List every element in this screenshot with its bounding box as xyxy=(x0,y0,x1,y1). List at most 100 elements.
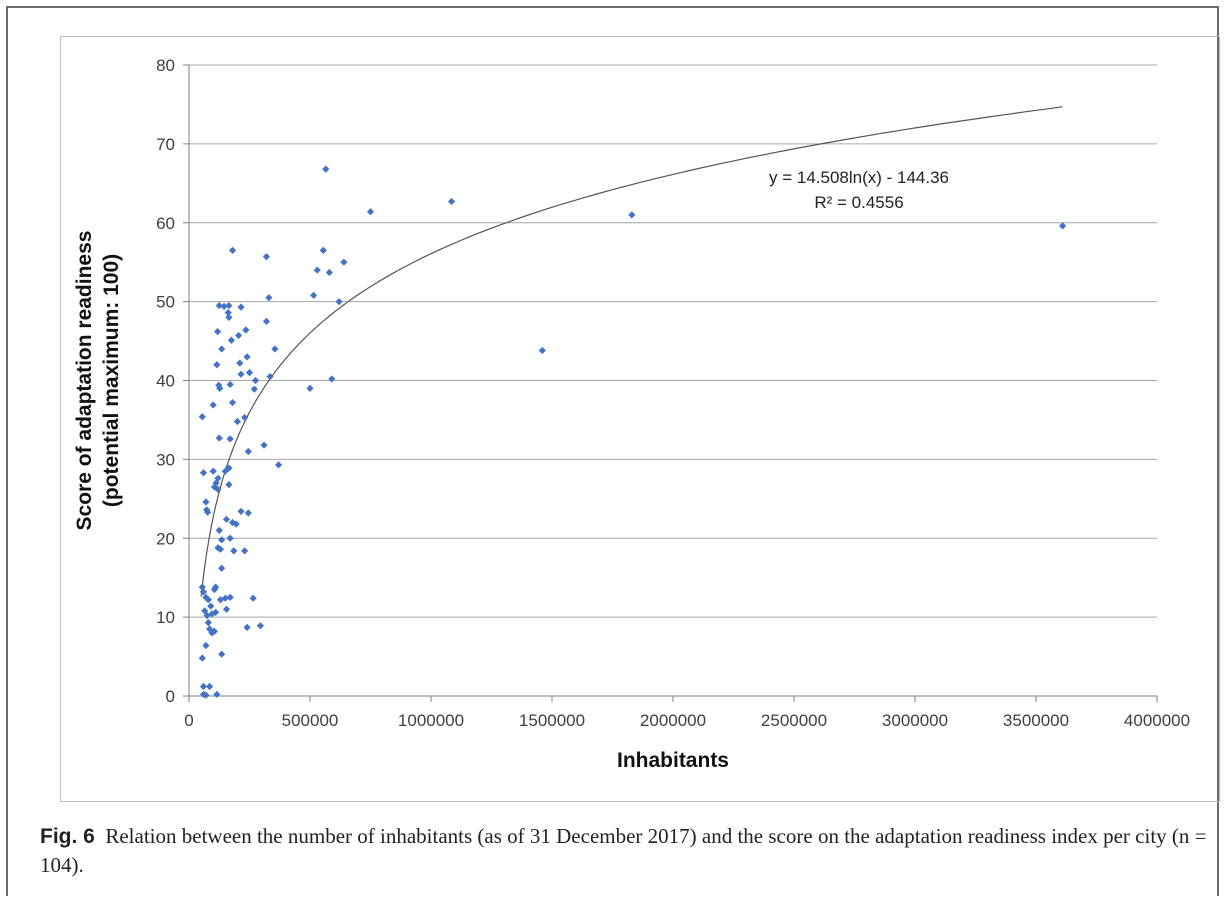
data-point xyxy=(212,479,220,487)
data-point xyxy=(225,464,233,472)
axes: 0 10 20 30 40 50 60 70 80 0 500000 1000000 1500000 20… xyxy=(156,56,1190,730)
data-point xyxy=(233,417,241,426)
figure-caption: Fig. 6 Relation between the number of in… xyxy=(40,822,1212,880)
data-point xyxy=(208,629,216,637)
data-point xyxy=(236,359,244,367)
data-point xyxy=(244,447,252,456)
data-point xyxy=(202,641,210,650)
data-point xyxy=(241,413,249,422)
data-point xyxy=(213,327,222,336)
data-point xyxy=(266,372,274,381)
data-point xyxy=(237,303,245,311)
data-point xyxy=(244,509,252,517)
data-point xyxy=(214,485,222,493)
data-point xyxy=(198,654,206,662)
data-point xyxy=(213,690,221,699)
y-axis-title-line-2: (potential maximum: 100) xyxy=(100,254,123,507)
data-point xyxy=(215,434,223,442)
y-tick-label: 0 xyxy=(166,687,175,706)
data-point xyxy=(262,253,271,261)
data-point xyxy=(210,627,219,635)
figure-frame: 0 10 20 30 40 50 60 70 80 0 500000 1000000 1500000 20… xyxy=(6,6,1220,896)
data-point xyxy=(325,268,333,277)
data-point xyxy=(249,594,257,602)
data-point xyxy=(242,326,250,334)
chart-labels: y = 14.508ln(x) - 144.36 R² = 0.4556 Inh… xyxy=(73,168,949,772)
data-point xyxy=(225,301,233,310)
data-point xyxy=(245,369,254,377)
data-points xyxy=(198,165,1067,699)
data-point xyxy=(274,461,283,469)
scatter-chart: 0 10 20 30 40 50 60 70 80 0 500000 1000000 1500000 20… xyxy=(73,56,1190,772)
data-point xyxy=(202,498,210,506)
y-tick-label: 80 xyxy=(156,56,175,75)
data-point xyxy=(328,375,336,383)
trendline-r2: R² = 0.4556 xyxy=(814,193,903,212)
data-point xyxy=(335,298,343,306)
data-point xyxy=(243,353,251,361)
y-tick-label: 40 xyxy=(156,372,175,391)
x-tick-label: 500000 xyxy=(282,711,339,730)
data-point xyxy=(213,361,221,369)
data-point xyxy=(226,593,234,602)
y-tick-label: 30 xyxy=(156,450,175,469)
data-point xyxy=(538,346,546,355)
data-point xyxy=(198,413,206,421)
x-tick-label: 4000000 xyxy=(1124,711,1190,730)
data-point xyxy=(306,384,314,392)
y-tick-label: 50 xyxy=(156,293,175,312)
y-tick-label: 10 xyxy=(156,608,175,627)
data-point xyxy=(262,317,271,325)
data-point xyxy=(216,596,225,604)
data-point xyxy=(205,625,214,633)
data-point xyxy=(203,611,211,620)
data-point xyxy=(225,313,233,321)
trendline-equation: y = 14.508ln(x) - 144.36 xyxy=(769,168,949,187)
data-point xyxy=(199,682,208,691)
data-point xyxy=(218,564,226,572)
data-point xyxy=(260,441,268,449)
x-tick-label: 0 xyxy=(184,711,193,730)
data-point xyxy=(218,650,226,658)
data-point xyxy=(241,547,249,555)
data-point xyxy=(209,467,217,475)
data-point xyxy=(209,401,217,409)
data-point xyxy=(228,398,237,407)
data-point xyxy=(228,518,237,527)
y-tick-label: 60 xyxy=(156,214,175,233)
data-point xyxy=(230,547,238,555)
data-point xyxy=(215,301,223,310)
x-tick-label: 1000000 xyxy=(398,711,464,730)
data-point xyxy=(216,545,225,553)
data-point xyxy=(322,165,330,173)
trend-line xyxy=(200,106,1063,597)
data-point xyxy=(215,526,223,534)
data-point xyxy=(243,623,251,631)
data-point xyxy=(202,691,210,699)
y-axis-title-line-1: Score of adaptation readiness xyxy=(73,231,96,531)
data-point xyxy=(204,619,212,627)
data-point xyxy=(218,536,226,544)
data-point xyxy=(222,605,231,613)
data-point xyxy=(214,544,222,552)
data-point xyxy=(340,258,348,266)
data-point xyxy=(199,588,208,596)
data-point xyxy=(237,370,245,378)
data-point xyxy=(207,602,215,610)
data-point xyxy=(366,208,375,216)
chart-area: 0 10 20 30 40 50 60 70 80 0 500000 1000000 1500000 20… xyxy=(60,36,1220,802)
data-point xyxy=(251,376,260,385)
data-point xyxy=(1059,222,1067,230)
x-tick-label: 2000000 xyxy=(640,711,706,730)
data-point xyxy=(205,682,214,691)
data-point xyxy=(628,211,636,219)
data-point xyxy=(212,583,220,591)
grid-lines xyxy=(189,64,1157,618)
data-point xyxy=(227,336,235,344)
data-point xyxy=(224,309,232,317)
data-point xyxy=(235,331,243,340)
data-point xyxy=(216,384,224,392)
data-point xyxy=(204,596,212,604)
data-point xyxy=(250,385,258,393)
y-tick-label: 20 xyxy=(156,529,175,548)
